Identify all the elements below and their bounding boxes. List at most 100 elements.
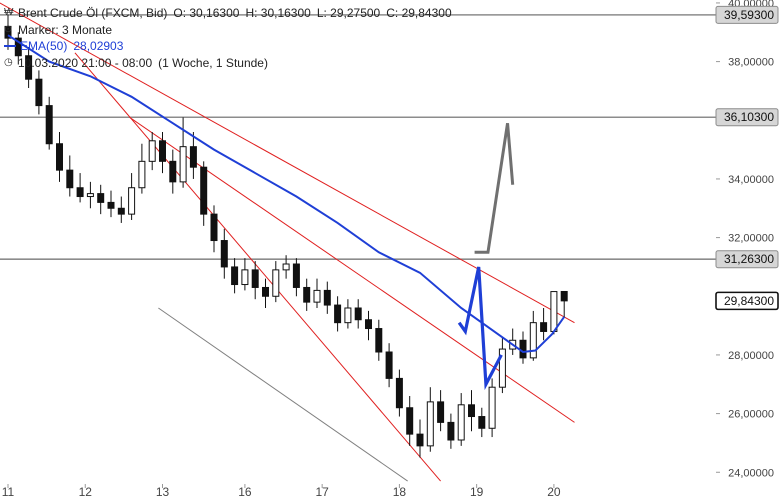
legend-time-row: ◷ 10.03.2020 21:00 - 08:00 (1 Woche, 1 S… xyxy=(4,55,452,72)
candle-body-48 xyxy=(498,348,506,388)
candle-body-8 xyxy=(86,193,94,198)
x-tick-label-5: 18 xyxy=(393,485,407,499)
candle-body-13 xyxy=(138,160,146,189)
marker-icon: ⊙ xyxy=(4,23,13,35)
y-tick-label-7: 38,00000 xyxy=(728,57,774,69)
candle-body-6 xyxy=(66,169,74,189)
legend-marker: Marker: 3 Monate xyxy=(18,22,113,37)
legend-instrument: Brent Crude Öl (FXCM, Bid) xyxy=(18,6,168,20)
legend-marker-row: ⊙ Marker: 3 Monate xyxy=(4,22,452,39)
price-tag-label-3: 29,84300 xyxy=(724,294,774,308)
trendline-2 xyxy=(74,52,441,482)
candle-body-29 xyxy=(303,286,311,303)
candle-body-38 xyxy=(395,377,403,409)
candle-body-43 xyxy=(447,421,455,441)
candle-body-27 xyxy=(282,263,290,271)
candle-body-18 xyxy=(189,146,197,168)
price-tags: 39,59300 36,10300 31,26300 29,84300 xyxy=(715,5,779,311)
price-tag-box-1 xyxy=(715,108,779,127)
price-tag-box-3 xyxy=(715,291,779,311)
price-tag-label-0: 39,59300 xyxy=(724,8,774,22)
candle-body-2 xyxy=(25,55,33,80)
candle-body-9 xyxy=(97,193,105,203)
scenario-gray-path xyxy=(474,122,515,254)
x-tick-label-1: 12 xyxy=(79,485,93,499)
x-tick-label-7: 20 xyxy=(547,485,561,499)
candle-body-35 xyxy=(365,319,372,330)
candle-body-47 xyxy=(488,386,496,429)
legend-high: H: 30,16300 xyxy=(245,6,311,20)
legend-close: C: 29,84300 xyxy=(386,6,452,20)
price-tag-label-2: 31,26300 xyxy=(724,252,774,266)
candle-body-7 xyxy=(76,187,84,198)
legend-time-date: 10.03.2020 21:00 - 08:00 xyxy=(18,55,153,70)
candle-body-0 xyxy=(4,25,12,39)
y-tick-label-1: 26,00000 xyxy=(728,409,774,421)
legend-ema-row: EMA(50) 28,02903 xyxy=(4,38,452,55)
candle-body-10 xyxy=(107,201,115,209)
candle-body-50 xyxy=(519,339,527,359)
chart-legend: ₩ Brent Crude Öl (FXCM, Bid) O: 30,16300… xyxy=(4,5,452,71)
candle-body-24 xyxy=(251,269,259,288)
x-tick-label-4: 17 xyxy=(315,485,329,499)
candle-body-21 xyxy=(220,240,228,268)
candle-body-52 xyxy=(540,322,548,332)
horizontal-levels xyxy=(0,14,716,261)
x-tick-label-0: 11 xyxy=(2,485,15,499)
candle-body-16 xyxy=(169,160,177,183)
candle-body-31 xyxy=(323,289,331,306)
candle-body-53 xyxy=(550,291,558,332)
candle-body-30 xyxy=(313,289,321,303)
price-tag-box-0 xyxy=(715,5,779,24)
candle-body-5 xyxy=(56,143,63,171)
x-tick-label-6: 19 xyxy=(470,485,484,499)
candle-body-11 xyxy=(117,207,125,215)
candle-body-40 xyxy=(416,433,424,447)
candle-body-44 xyxy=(457,404,465,441)
scenario-blue-path xyxy=(457,266,503,391)
candle-body-20 xyxy=(210,213,218,242)
candle-body-22 xyxy=(231,266,239,286)
y-tick-label-5: 34,00000 xyxy=(728,174,774,186)
y-tick-label-0: 24,00000 xyxy=(728,467,774,479)
candle-body-51 xyxy=(529,322,537,359)
candle-body-32 xyxy=(334,304,342,324)
x-tick-label-3: 16 xyxy=(238,485,252,499)
legend-open: O: 30,16300 xyxy=(173,6,240,20)
legend-instrument-row: ₩ Brent Crude Öl (FXCM, Bid) O: 30,16300… xyxy=(4,5,452,22)
y-tick-label-8: 40,00000 xyxy=(728,0,774,10)
legend-ema-value: 28,02903 xyxy=(73,39,124,53)
candle-body-45 xyxy=(468,404,475,418)
candle-body-12 xyxy=(128,187,136,215)
y-tick-label-4: 32,00000 xyxy=(728,233,774,245)
candle-body-36 xyxy=(375,328,383,353)
price-tag-label-1: 36,10300 xyxy=(724,110,774,124)
candle-body-39 xyxy=(406,407,414,435)
candle-body-42 xyxy=(437,401,445,423)
y-tick-label-2: 28,00000 xyxy=(728,350,774,362)
legend-time-period: (1 Woche, 1 Stunde) xyxy=(158,55,268,70)
candle-body-28 xyxy=(292,263,300,288)
candle-body-3 xyxy=(35,78,43,107)
x-axis: 11 12 13 16 17 18 19 20 xyxy=(2,484,561,499)
x-tick-label-2: 13 xyxy=(156,485,170,499)
bar-chart-icon: ₩ xyxy=(4,7,14,18)
candle-body-26 xyxy=(272,269,280,297)
candle-body-17 xyxy=(179,146,187,183)
trendline-3 xyxy=(158,307,408,482)
candle-body-25 xyxy=(262,286,269,297)
candlesticks xyxy=(4,14,568,458)
scenario-drawings xyxy=(457,122,515,391)
candle-body-15 xyxy=(159,140,166,162)
candle-body-33 xyxy=(344,307,352,324)
price-tag-box-2 xyxy=(715,250,779,269)
clock-icon: ◷ xyxy=(4,56,13,68)
legend-low: L: 29,27500 xyxy=(316,6,381,20)
candle-body-34 xyxy=(354,307,362,321)
y-axis: 24,0000026,0000028,0000030,0000032,00000… xyxy=(716,0,774,479)
ema-line xyxy=(7,34,566,354)
candle-body-37 xyxy=(385,351,393,379)
candle-body-19 xyxy=(200,166,208,215)
candle-body-23 xyxy=(241,269,249,286)
